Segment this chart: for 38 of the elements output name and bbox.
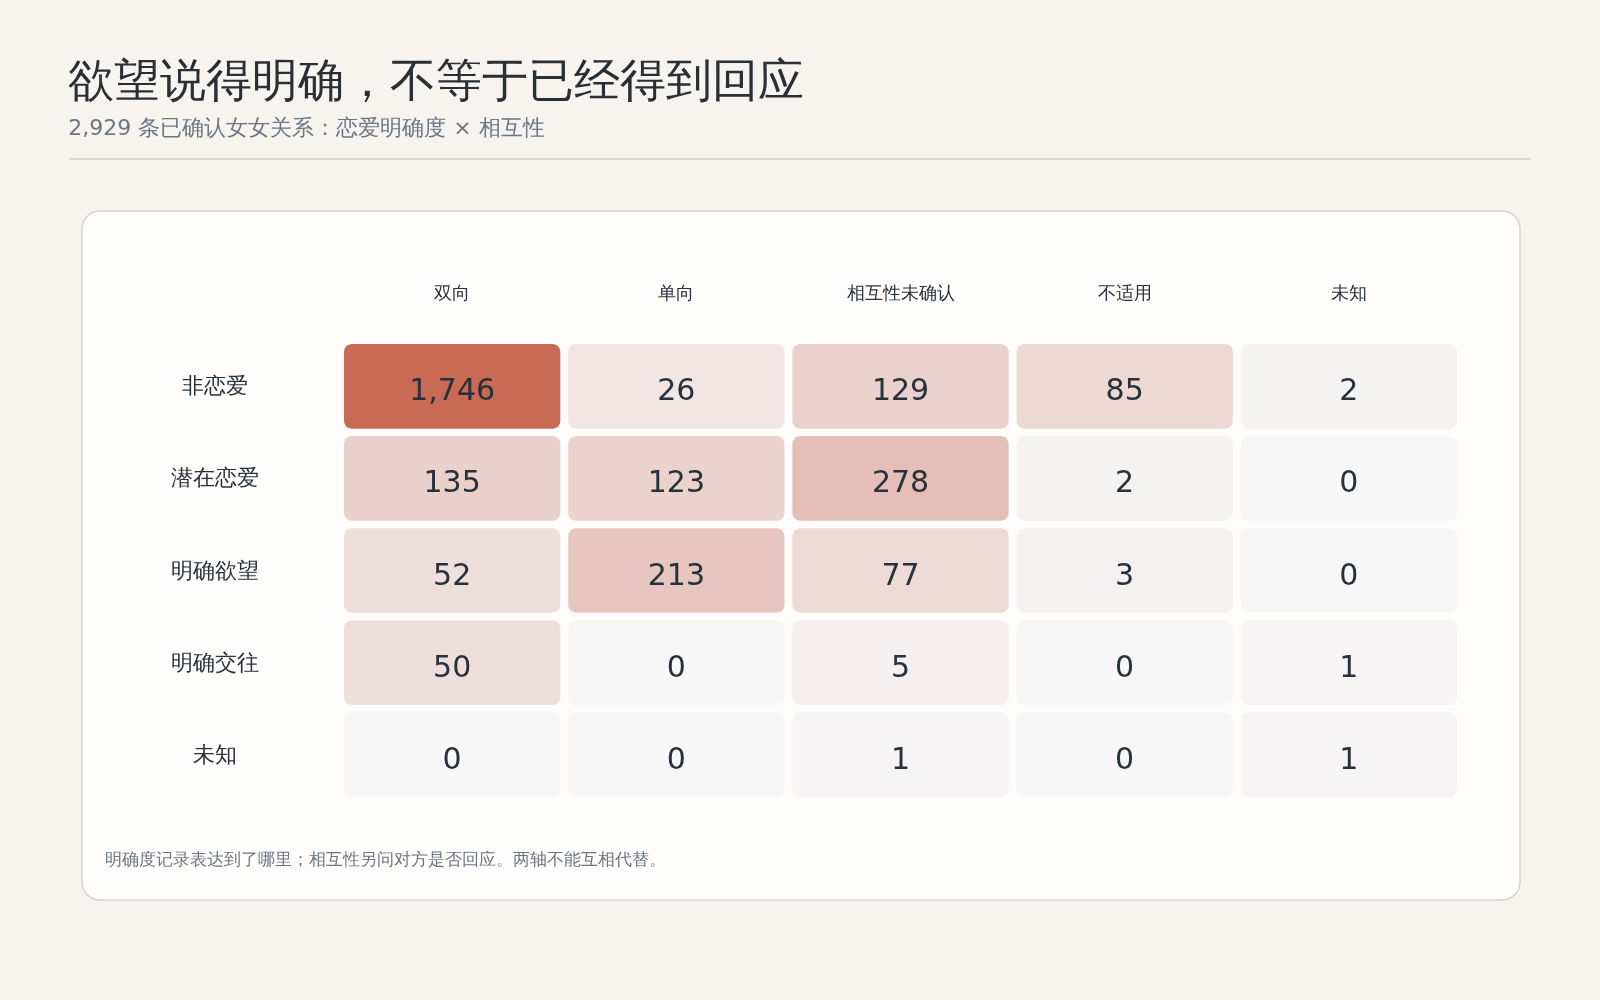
data-label: 0 xyxy=(442,740,462,776)
data-label: 1,746 xyxy=(409,372,496,408)
chart-subtitle: 2,929 条已确认女女关系：恋爱明确度 × 相互性 xyxy=(68,115,545,141)
data-label: 1 xyxy=(1339,740,1359,776)
x-tick-label: 不适用 xyxy=(1097,281,1152,303)
data-label: 278 xyxy=(871,464,930,500)
data-label: 52 xyxy=(433,556,472,592)
x-tick-label: 单向 xyxy=(658,281,695,303)
data-label: 3 xyxy=(1115,556,1135,592)
y-tick-label: 未知 xyxy=(192,741,237,767)
data-label: 26 xyxy=(657,372,696,408)
data-label: 2 xyxy=(1115,464,1135,500)
x-tick-label: 相互性未确认 xyxy=(846,281,955,303)
x-tick-label: 双向 xyxy=(434,281,471,303)
data-label: 1 xyxy=(890,740,911,776)
data-label: 0 xyxy=(666,740,686,776)
chart-title: 欲望说得明确，不等于已经得到回应 xyxy=(68,53,805,108)
data-label: 1 xyxy=(1339,648,1359,684)
data-label: 5 xyxy=(890,648,911,684)
y-tick-label: 明确交往 xyxy=(170,649,259,675)
data-label: 0 xyxy=(1339,464,1359,500)
data-label: 85 xyxy=(1105,372,1144,408)
data-label: 213 xyxy=(647,556,705,592)
y-tick-label: 明确欲望 xyxy=(170,557,259,583)
data-label: 135 xyxy=(423,464,481,500)
text: 明确度记录表达到了哪里；相互性另问对方是否回应。两轴不能互相代替。 xyxy=(105,849,666,869)
data-label: 0 xyxy=(1339,556,1359,592)
y-tick-label: 非恋爱 xyxy=(181,373,248,399)
data-label: 2 xyxy=(1339,372,1359,408)
data-label: 123 xyxy=(647,464,705,500)
y-tick-label: 潜在恋爱 xyxy=(170,465,259,491)
data-label: 0 xyxy=(1115,740,1135,776)
data-label: 50 xyxy=(433,648,472,684)
data-label: 0 xyxy=(666,648,686,684)
data-label: 77 xyxy=(881,556,920,592)
x-tick-label: 未知 xyxy=(1330,281,1367,303)
data-label: 129 xyxy=(871,372,930,408)
data-label: 0 xyxy=(1115,648,1135,684)
